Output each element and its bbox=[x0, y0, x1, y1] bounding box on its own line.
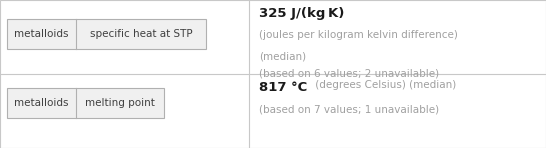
Text: melting point: melting point bbox=[86, 98, 155, 108]
Text: 325 J/(kg K): 325 J/(kg K) bbox=[259, 7, 344, 20]
Text: specific heat at STP: specific heat at STP bbox=[90, 29, 193, 39]
Text: (based on 6 values; 2 unavailable): (based on 6 values; 2 unavailable) bbox=[259, 69, 439, 79]
Bar bbox=[7, 88, 164, 118]
Text: metalloids: metalloids bbox=[14, 29, 69, 39]
Bar bbox=[7, 19, 206, 49]
Text: (joules per kilogram kelvin difference): (joules per kilogram kelvin difference) bbox=[259, 30, 458, 40]
Text: (based on 7 values; 1 unavailable): (based on 7 values; 1 unavailable) bbox=[259, 104, 439, 114]
Text: metalloids: metalloids bbox=[14, 98, 69, 108]
Text: (median): (median) bbox=[259, 51, 306, 61]
Text: (degrees Celsius) (median): (degrees Celsius) (median) bbox=[312, 80, 456, 90]
Text: 817 °C: 817 °C bbox=[259, 81, 307, 94]
